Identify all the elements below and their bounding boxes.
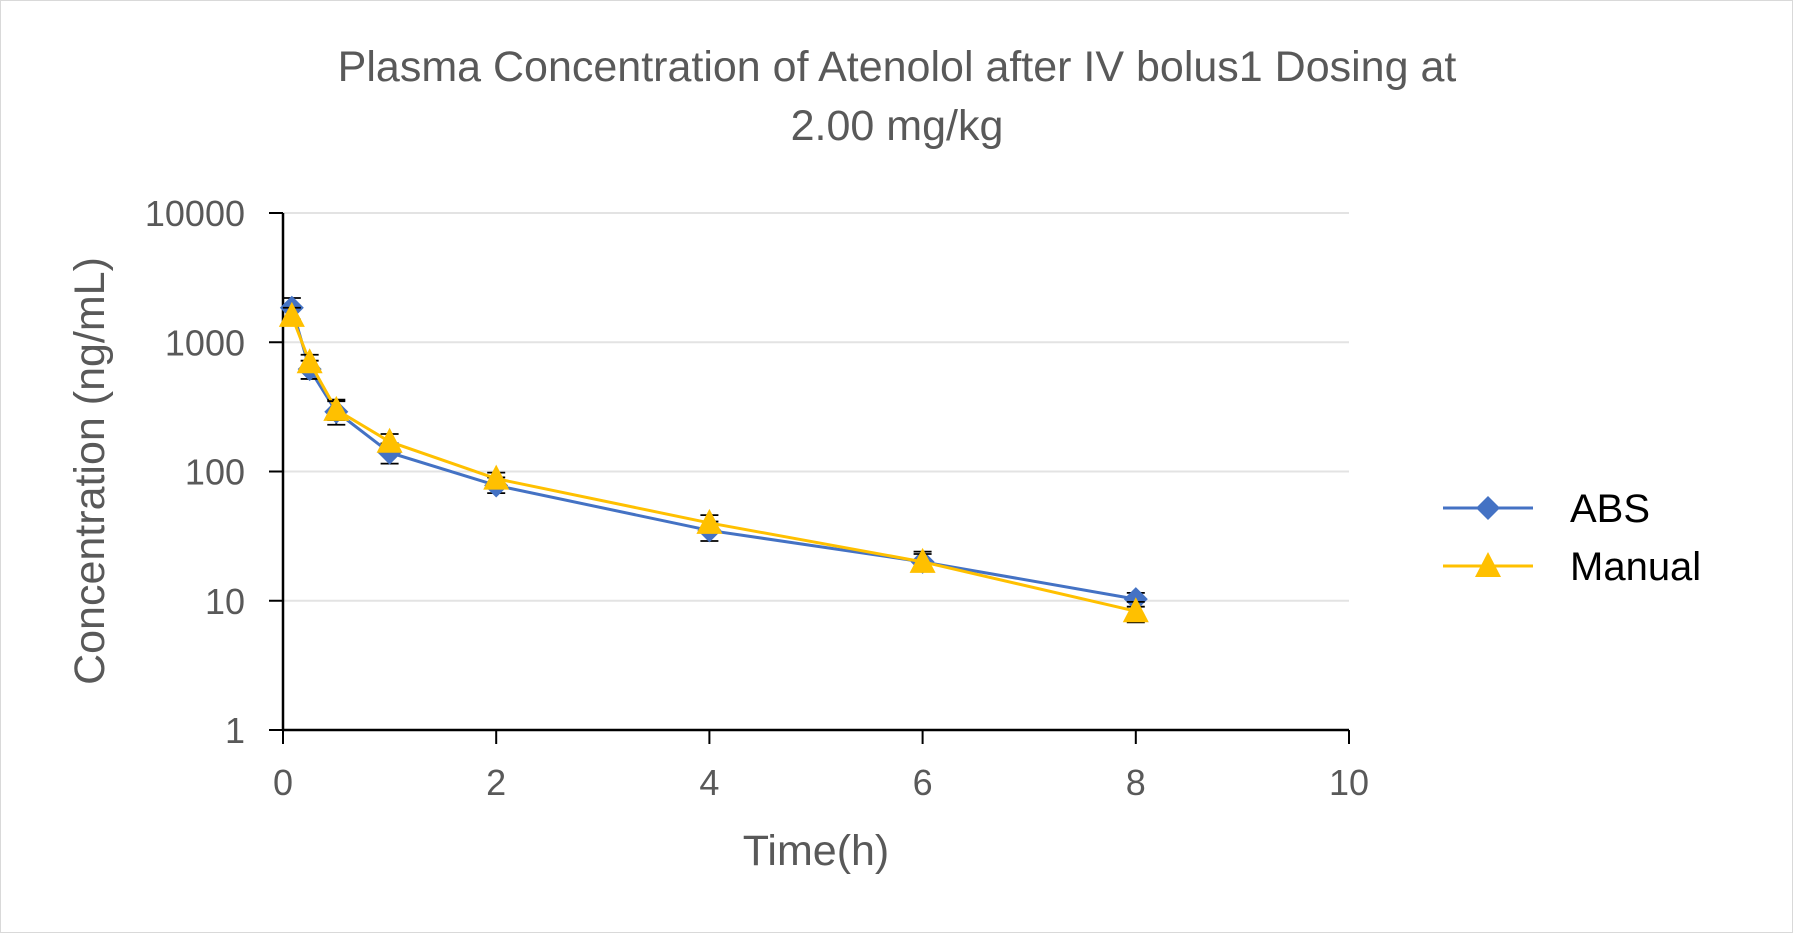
data-point-manual [483, 464, 510, 490]
data-point-manual [696, 508, 723, 534]
chart-title-line-1: Plasma Concentration of Atenolol after I… [338, 43, 1457, 91]
y-tick-label: 10 [205, 581, 245, 622]
y-tick-label: 1 [225, 710, 245, 751]
x-tick-label: 2 [486, 762, 506, 803]
data-point-manual [376, 427, 403, 453]
legend-label-abs: ABS [1570, 487, 1650, 531]
series-line-manual [290, 315, 1137, 613]
plot-series [278, 295, 1149, 624]
data-point-manual [278, 301, 305, 327]
legend-marker-abs [1476, 496, 1500, 520]
y-tick-label: 1000 [165, 322, 245, 363]
legend: ABS Manual [1443, 487, 1701, 589]
axes [269, 212, 1350, 744]
x-tick-label: 8 [1126, 762, 1146, 803]
y-tick-label: 100 [185, 452, 245, 493]
data-point-manual [909, 547, 936, 573]
data-point-manual [1122, 597, 1149, 623]
x-tick-label: 10 [1329, 762, 1369, 803]
series-line-abs [290, 307, 1137, 601]
legend-marker-manual [1475, 552, 1501, 577]
y-axis-title: Concentration (ng/mL) [66, 257, 114, 685]
legend-label-manual: Manual [1570, 545, 1701, 589]
y-tick-label: 10000 [145, 193, 245, 234]
series-manual [278, 301, 1149, 624]
x-tick-label: 0 [273, 762, 293, 803]
x-axis-title: Time(h) [743, 827, 890, 875]
x-tick-label: 4 [699, 762, 719, 803]
chart-title-line-2: 2.00 mg/kg [791, 102, 1004, 150]
y-tick-labels: 1 10 100 1000 10000 [145, 193, 245, 751]
gridlines [283, 212, 1349, 602]
x-tick-label: 6 [913, 762, 933, 803]
data-point-manual [323, 395, 350, 421]
x-tick-labels: 0 2 4 6 8 10 [273, 762, 1369, 803]
data-point-manual [296, 348, 323, 374]
